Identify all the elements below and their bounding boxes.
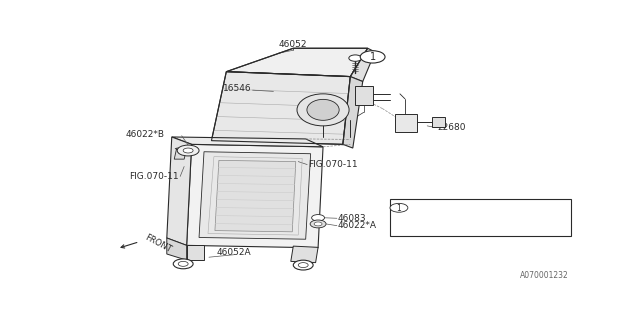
Circle shape: [390, 204, 408, 212]
Circle shape: [183, 148, 193, 153]
Polygon shape: [355, 86, 372, 105]
Polygon shape: [395, 114, 417, 132]
Circle shape: [360, 51, 385, 63]
Polygon shape: [172, 137, 323, 147]
Text: 46052A: 46052A: [216, 248, 251, 257]
Polygon shape: [174, 148, 187, 159]
Polygon shape: [167, 238, 187, 260]
Text: 46022*B: 46022*B: [125, 130, 164, 139]
Text: Q510056(’06MY0602-): Q510056(’06MY0602-): [418, 222, 504, 231]
Text: 46083: 46083: [338, 214, 367, 223]
Text: 0435S  (-’06MY0602): 0435S (-’06MY0602): [418, 203, 499, 212]
Text: FIG.070-11: FIG.070-11: [129, 172, 179, 181]
Ellipse shape: [307, 100, 339, 120]
Circle shape: [177, 145, 199, 156]
Polygon shape: [211, 72, 350, 144]
Circle shape: [310, 220, 326, 228]
Ellipse shape: [297, 94, 349, 126]
Circle shape: [312, 215, 324, 221]
Text: 22680: 22680: [437, 123, 466, 132]
Bar: [390, 198, 571, 236]
Polygon shape: [227, 48, 367, 76]
Text: 1: 1: [369, 52, 376, 62]
Text: 1: 1: [397, 204, 401, 213]
Text: FIG.070-11: FIG.070-11: [308, 160, 358, 169]
Polygon shape: [187, 144, 323, 248]
Polygon shape: [199, 152, 310, 239]
Circle shape: [293, 260, 313, 270]
Polygon shape: [291, 246, 318, 263]
Circle shape: [173, 259, 193, 269]
Polygon shape: [187, 245, 204, 260]
Circle shape: [178, 261, 188, 266]
Text: 46052: 46052: [279, 40, 308, 49]
Polygon shape: [350, 48, 375, 82]
Polygon shape: [432, 117, 445, 127]
Polygon shape: [215, 160, 296, 232]
Circle shape: [349, 55, 362, 61]
Text: A070001232: A070001232: [520, 271, 568, 280]
Polygon shape: [343, 76, 363, 148]
Circle shape: [298, 263, 308, 268]
Text: 46022*A: 46022*A: [338, 221, 377, 230]
Text: 46063: 46063: [220, 221, 248, 230]
Text: FRONT: FRONT: [143, 233, 173, 254]
Circle shape: [314, 222, 322, 226]
Polygon shape: [167, 137, 191, 245]
Text: 16546: 16546: [223, 84, 251, 93]
